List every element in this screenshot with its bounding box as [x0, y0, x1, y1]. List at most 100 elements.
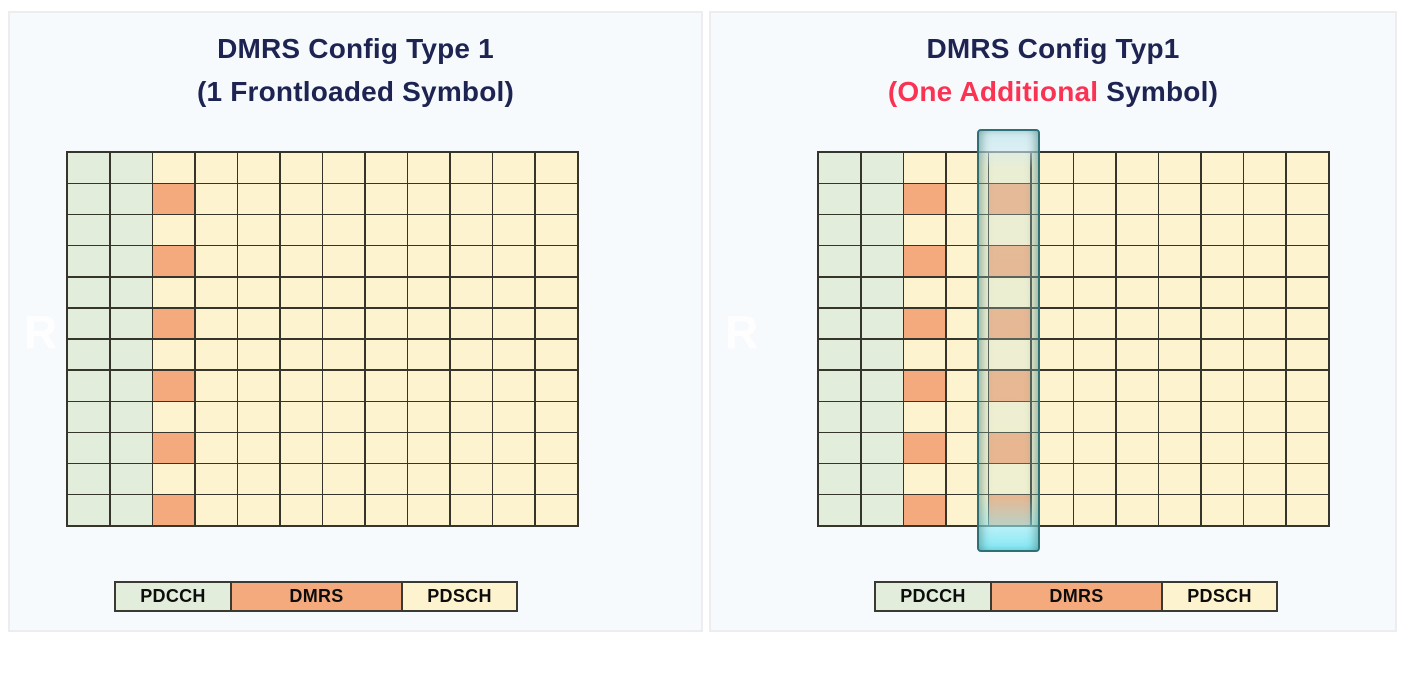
grid-cell-pdsch — [153, 153, 195, 183]
grid-cell-pdsch — [1159, 153, 1201, 183]
grid-cell-pdsch — [153, 339, 195, 370]
grid-cell-pdsch — [535, 308, 577, 339]
grid-cell-pdsch — [535, 153, 577, 183]
grid-cell-pdsch — [1074, 433, 1116, 463]
grid-cell-pdsch — [195, 495, 237, 525]
grid-cell-pdcch — [68, 433, 110, 463]
grid-cell-pdsch — [904, 153, 946, 183]
grid-cell-pdsch — [238, 464, 280, 494]
grid-cell-pdsch — [238, 370, 280, 401]
grid-cell-pdcch — [861, 308, 903, 339]
grid-cell-pdsch — [1116, 464, 1158, 494]
grid-cell-pdsch — [1159, 277, 1201, 308]
grid-cell-pdcch — [110, 246, 152, 276]
grid-cell-pdcch — [68, 246, 110, 276]
grid-cell-pdcch — [68, 370, 110, 401]
grid-cell-pdsch — [1074, 246, 1116, 276]
legend-item-pdcch: PDCCH — [114, 581, 232, 612]
grid-cell-pdsch — [280, 370, 322, 401]
grid-cell-pdcch — [861, 402, 903, 432]
grid-cell-pdsch — [323, 464, 365, 494]
grid-cell-pdsch — [1201, 433, 1243, 463]
grid-cell-pdsch — [1286, 184, 1328, 214]
grid-cell-pdsch — [323, 215, 365, 245]
grid-cell-pdsch — [323, 433, 365, 463]
grid-cell-dmrs — [904, 433, 946, 463]
grid-cell-pdsch — [1074, 215, 1116, 245]
grid-cell-pdsch — [1201, 370, 1243, 401]
grid-cell-pdsch — [1201, 184, 1243, 214]
panel-title-line2-dark: Symbol) — [1098, 76, 1219, 107]
grid-cell-pdsch — [1074, 402, 1116, 432]
grid-cell-pdsch — [1244, 339, 1286, 370]
grid-cell-pdcch — [819, 308, 861, 339]
grid-cell-pdcch — [819, 339, 861, 370]
grid-cell-pdsch — [1244, 277, 1286, 308]
grid-cell-pdsch — [1286, 153, 1328, 183]
grid-cell-pdcch — [68, 464, 110, 494]
grid-cell-pdsch — [238, 495, 280, 525]
grid-cell-pdsch — [1116, 402, 1158, 432]
legend-item-pdcch: PDCCH — [874, 581, 992, 612]
grid-cell-pdsch — [280, 464, 322, 494]
grid-cell-pdsch — [493, 277, 535, 308]
grid-cell-pdsch — [195, 464, 237, 494]
legend-item-pdsch: PDSCH — [1161, 581, 1278, 612]
grid-cell-pdsch — [153, 277, 195, 308]
grid-cell-pdsch — [323, 402, 365, 432]
grid-cell-pdsch — [1286, 277, 1328, 308]
grid-cell-dmrs — [904, 246, 946, 276]
grid-cell-pdsch — [1286, 370, 1328, 401]
grid-cell-pdcch — [110, 464, 152, 494]
grid-cell-pdsch — [1244, 308, 1286, 339]
grid-cell-pdsch — [1159, 495, 1201, 525]
grid-cell-pdsch — [195, 246, 237, 276]
grid-cell-pdsch — [1244, 215, 1286, 245]
grid-cell-pdsch — [450, 215, 492, 245]
grid-cell-pdcch — [68, 495, 110, 525]
grid-cell-pdsch — [365, 402, 407, 432]
grid-cell-pdsch — [1244, 464, 1286, 494]
grid-cell-pdcch — [819, 246, 861, 276]
resource-grid — [817, 151, 1330, 527]
grid-cell-pdsch — [450, 402, 492, 432]
grid-cell-pdsch — [493, 184, 535, 214]
grid-cell-pdsch — [365, 370, 407, 401]
grid-cell-pdsch — [1286, 433, 1328, 463]
grid-cell-pdsch — [1159, 464, 1201, 494]
grid-cell-pdsch — [365, 153, 407, 183]
grid-cell-pdsch — [1074, 464, 1116, 494]
grid-cell-pdsch — [408, 308, 450, 339]
grid-cell-pdcch — [68, 153, 110, 183]
grid-cell-pdsch — [365, 215, 407, 245]
legend: PDCCH DMRS PDSCH — [114, 581, 518, 612]
grid-cell-pdsch — [1201, 246, 1243, 276]
grid-cell-pdsch — [280, 246, 322, 276]
grid-cell-pdsch — [280, 433, 322, 463]
grid-cell-pdsch — [408, 339, 450, 370]
panel-title-line2-red: (One Additional — [887, 76, 1099, 107]
grid-cell-pdcch — [110, 153, 152, 183]
grid-cell-pdsch — [535, 433, 577, 463]
grid-cell-pdsch — [1116, 433, 1158, 463]
grid-cell-pdsch — [238, 184, 280, 214]
grid-cell-pdsch — [238, 402, 280, 432]
grid-cell-pdsch — [195, 339, 237, 370]
grid-cell-pdsch — [904, 464, 946, 494]
grid-cell-pdsch — [450, 184, 492, 214]
grid-cell-pdsch — [323, 277, 365, 308]
grid-cell-pdsch — [323, 184, 365, 214]
grid-cell-pdsch — [280, 184, 322, 214]
grid-cell-pdcch — [110, 495, 152, 525]
grid-cell-dmrs — [153, 308, 195, 339]
watermark-r: R — [725, 306, 759, 358]
grid-cell-pdsch — [408, 370, 450, 401]
grid-cell-dmrs — [904, 308, 946, 339]
grid-cell-dmrs — [904, 184, 946, 214]
grid-cell-pdsch — [1159, 339, 1201, 370]
legend: PDCCH DMRS PDSCH — [874, 581, 1278, 612]
grid-cell-pdsch — [408, 433, 450, 463]
grid-cell-pdsch — [1116, 246, 1158, 276]
grid-cell-pdsch — [1159, 308, 1201, 339]
grid-cell-pdsch — [1286, 215, 1328, 245]
